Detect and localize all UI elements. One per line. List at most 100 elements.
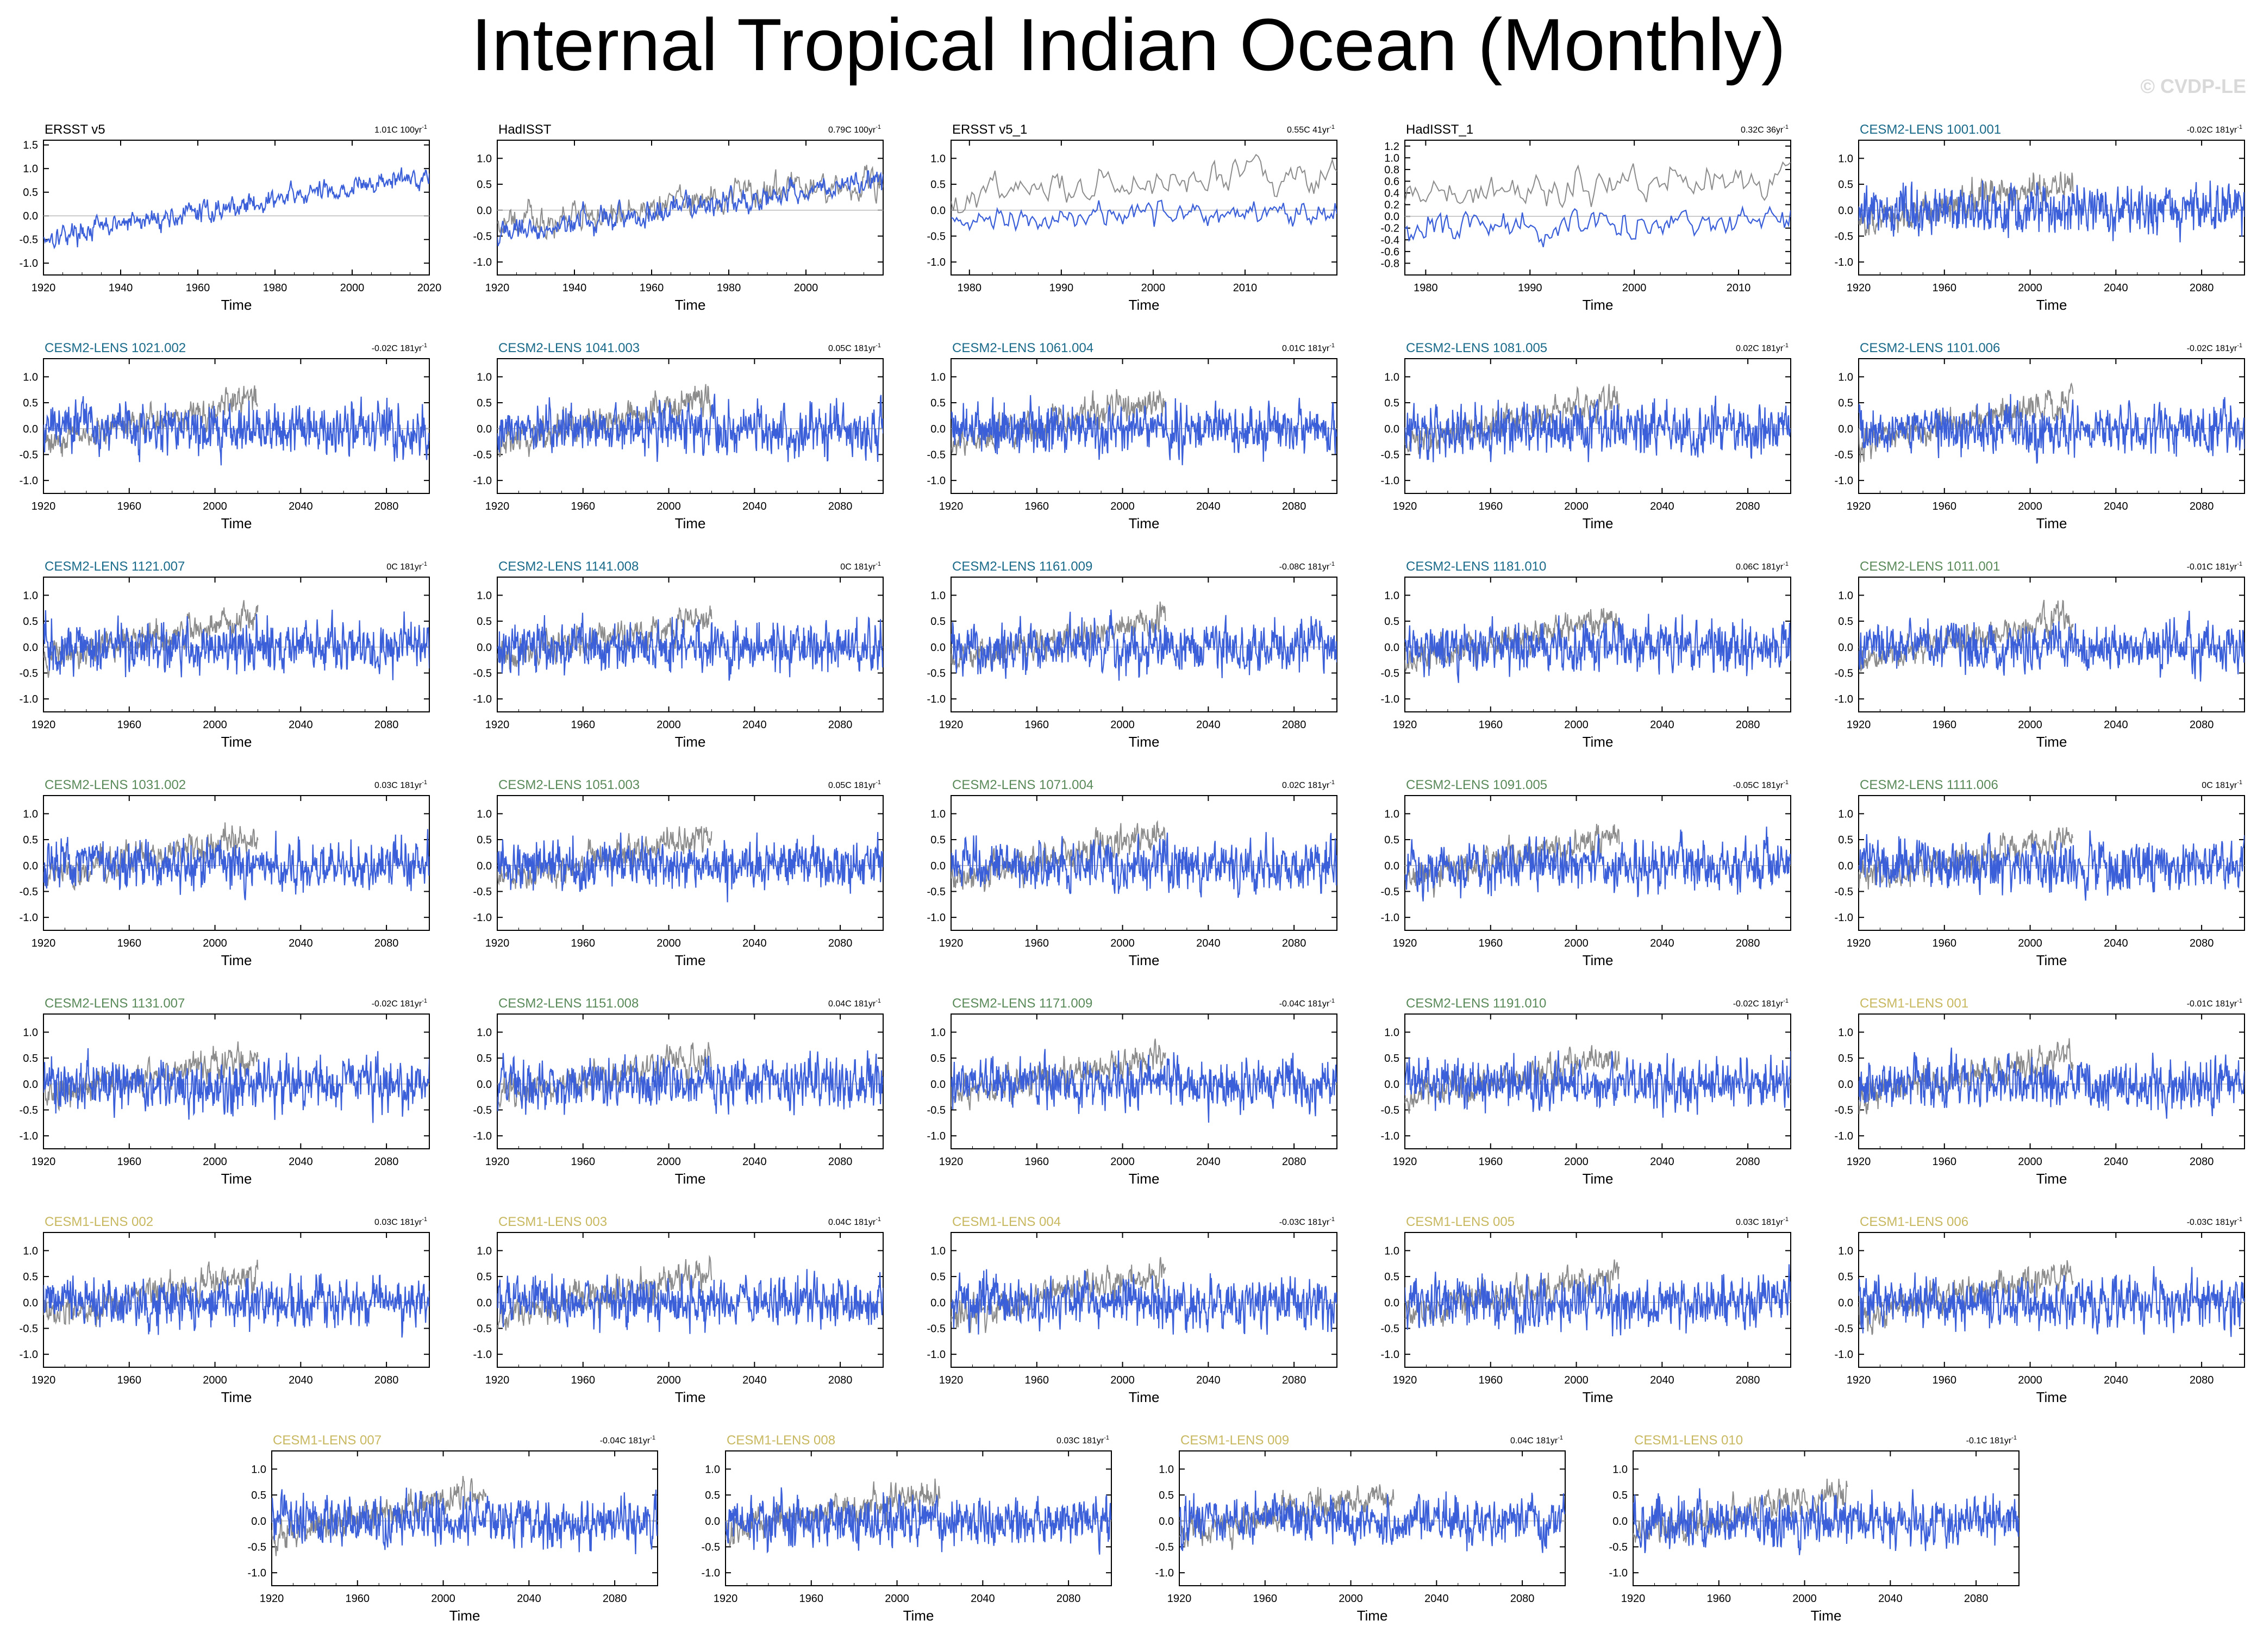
y-tick-label: 1.0 [930,1027,946,1038]
x-tick-label: 1920 [1847,282,1871,294]
panel-title: CESM1-LENS 009 [1180,1433,1289,1448]
series-line [43,167,429,249]
trend-label: 0.32C 36yr-1 [1741,124,1789,135]
plot-area [497,826,883,903]
plot-area [951,1257,1337,1335]
x-tick-label: 2080 [828,719,853,731]
x-tick-label: 2000 [657,500,681,512]
y-tick-label: -1.0 [927,1130,946,1142]
y-tick-label: 1.0 [930,153,946,165]
y-tick-label: 0.0 [1838,1297,1853,1309]
x-axis-title: Time [675,515,706,531]
series-line [1859,1047,2245,1119]
y-tick-label: 0.0 [930,860,946,872]
series-line [1859,830,2245,901]
x-tick-label: 2080 [2190,1374,2214,1386]
x-tick-label: 2000 [203,1156,227,1168]
y-tick-label: -1.0 [20,912,38,924]
x-tick-label: 2000 [1564,719,1589,731]
panel-30: CESM1-LENS 007 -0.04C 181yr-1 1920 1960 2000… [248,1433,658,1624]
x-tick-label: 2000 [1792,1593,1817,1605]
y-tick-label: -1.0 [1381,912,1399,924]
x-axis-title: Time [2036,1389,2067,1405]
x-tick-label: 2000 [1339,1593,1363,1605]
y-tick-label: 0.0 [930,205,946,217]
y-tick-label: 0.0 [930,642,946,654]
x-axis-title: Time [221,734,252,750]
x-tick-label: 2040 [1650,719,1674,731]
x-tick-label: 1960 [117,719,142,731]
series-line [497,612,883,681]
trend-label: -0.02C 181yr-1 [1733,998,1789,1009]
x-axis-title: Time [1129,734,1160,750]
x-tick-label: 2020 [417,282,442,294]
panel-title: CESM1-LENS 006 [1860,1215,1968,1229]
x-axis-title: Time [1129,297,1160,313]
y-tick-label: 1.0 [23,1245,38,1257]
x-axis-title: Time [1583,952,1614,968]
observed-series-line [951,389,1166,456]
plot-area [1405,824,1791,902]
series-line [43,609,429,680]
y-tick-label: -1.0 [20,1349,38,1361]
panel-title: CESM2-LENS 1131.007 [45,996,185,1011]
x-tick-label: 2040 [2104,1156,2128,1168]
x-axis-title: Time [2036,515,2067,531]
x-tick-label: 1960 [1253,1593,1278,1605]
series-line [1405,205,1791,247]
series-line [1633,1488,2019,1555]
x-tick-label: 2040 [289,1374,313,1386]
x-tick-label: 1960 [571,500,596,512]
y-tick-label: 1.0 [477,590,492,602]
x-tick-label: 2080 [374,1374,399,1386]
series-line [951,395,1337,466]
x-tick-label: 2080 [828,937,853,949]
x-tick-label: 1920 [1847,1374,1871,1386]
plot-area [1405,384,1791,462]
y-tick-label: 0.5 [251,1490,266,1501]
x-tick-label: 1920 [1393,719,1417,731]
plot-area [43,385,429,466]
panel-title: CESM1-LENS 008 [727,1433,835,1448]
trend-label: 0C 181yr-1 [386,561,427,572]
panel-title: CESM2-LENS 1101.006 [1860,341,2000,355]
plot-area [951,1038,1337,1123]
y-tick-label: 1.0 [1838,371,1853,383]
x-tick-label: 2080 [2190,719,2214,731]
y-tick-label: 1.0 [1612,1463,1628,1475]
panel-11: CESM2-LENS 1141.008 0C 181yr-1 1920 1960 200… [473,559,884,750]
plot-area [43,822,429,900]
y-tick-label: 1.0 [1159,1463,1174,1475]
trend-label: 0.01C 181yr-1 [1282,342,1335,353]
y-tick-label: 0.0 [251,1516,266,1528]
y-tick-label: 1.0 [1384,590,1399,602]
y-tick-label: -1.0 [1835,912,1853,924]
panel-title: CESM2-LENS 1161.009 [952,559,1092,574]
x-tick-label: 1920 [1847,719,1871,731]
y-tick-label: -0.5 [1381,449,1399,461]
panel-title: CESM2-LENS 1051.003 [498,778,640,792]
x-tick-label: 2040 [971,1593,995,1605]
x-tick-label: 1960 [1025,1156,1049,1168]
x-tick-label: 2000 [1110,719,1135,731]
x-tick-label: 1960 [1933,1374,1957,1386]
x-axis-title: Time [221,297,252,313]
panel-title: HadISST [498,122,552,137]
y-tick-label: -0.5 [927,230,946,242]
plot-frame [43,140,430,276]
x-tick-label: 1960 [1479,937,1503,949]
panel-title: CESM2-LENS 1111.006 [1860,778,1998,792]
x-tick-label: 1960 [117,937,142,949]
panel-4: CESM2-LENS 1001.001 -0.02C 181yr-1 1920 196… [1835,122,2245,313]
trend-label: -0.08C 181yr-1 [1279,561,1335,572]
x-axis-title: Time [2036,734,2067,750]
plot-area [951,819,1337,898]
x-tick-label: 1940 [562,282,587,294]
x-axis-title: Time [2036,297,2067,313]
trend-label: 0.02C 181yr-1 [1282,779,1335,790]
y-tick-label: 1.0 [930,371,946,383]
trend-label: -0.04C 181yr-1 [600,1435,655,1446]
panel-29: CESM1-LENS 006 -0.03C 181yr-1 1920 1960 2000… [1835,1215,2245,1405]
x-axis-title: Time [221,1389,252,1405]
x-tick-label: 2040 [1650,937,1674,949]
